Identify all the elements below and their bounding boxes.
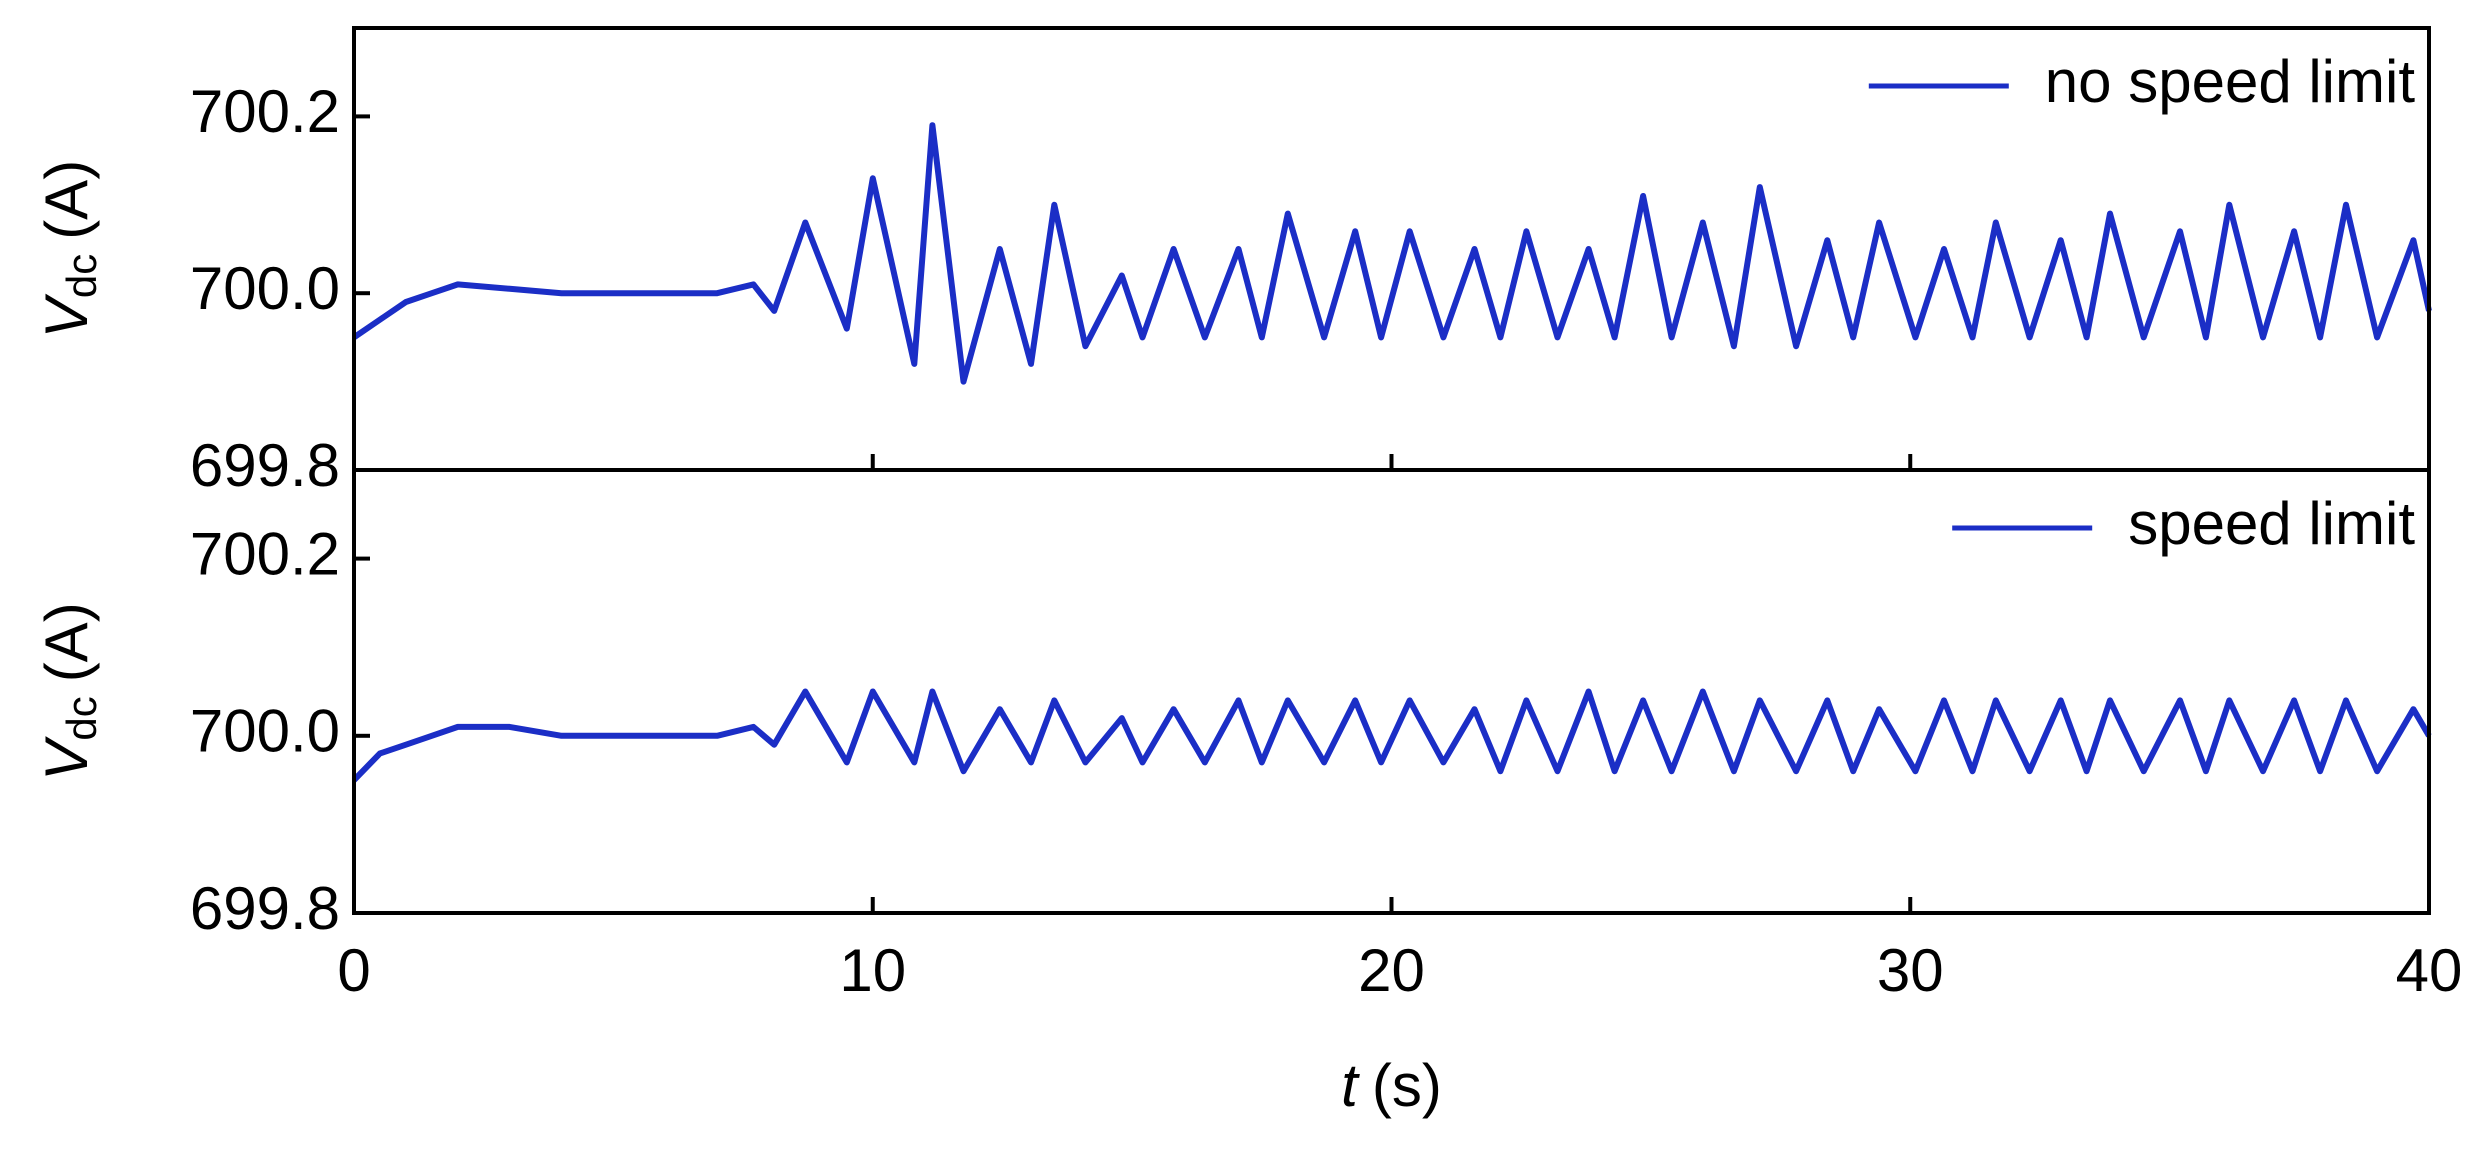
y-label-subscript: dc: [58, 696, 105, 740]
y-tick-label: 700.2: [190, 520, 340, 587]
x-tick-label: 10: [839, 937, 906, 1004]
legend-label: no speed limit: [2045, 48, 2416, 115]
y-tick-label: 700.0: [190, 698, 340, 765]
y-axis-label: Vdc (A): [33, 602, 105, 780]
y-tick-label: 699.8: [190, 432, 340, 499]
x-label-unit: (s): [1372, 1052, 1442, 1119]
y-label-unit: (A): [33, 602, 100, 682]
y-axis-label: Vdc (A): [33, 160, 105, 338]
x-label-symbol: t: [1341, 1052, 1360, 1119]
y-tick-label: 699.8: [190, 875, 340, 942]
y-tick-label: 700.0: [190, 255, 340, 322]
y-label-subscript: dc: [58, 254, 105, 298]
data-line: [352, 122, 2432, 385]
y-label-symbol: V: [33, 736, 100, 781]
x-tick-label: 0: [337, 937, 370, 1004]
y-tick-label: 700.2: [190, 78, 340, 145]
plot-frame: [352, 468, 2431, 915]
legend-label: speed limit: [2128, 490, 2415, 557]
x-axis-label: t (s): [1341, 1052, 1442, 1119]
x-tick-label: 20: [1358, 937, 1425, 1004]
y-label-symbol: V: [33, 293, 100, 338]
x-tick-label: 40: [2396, 937, 2463, 1004]
data-line: [351, 688, 2432, 783]
x-tick-label: 30: [1877, 937, 1944, 1004]
y-label-unit: (A): [33, 160, 100, 240]
